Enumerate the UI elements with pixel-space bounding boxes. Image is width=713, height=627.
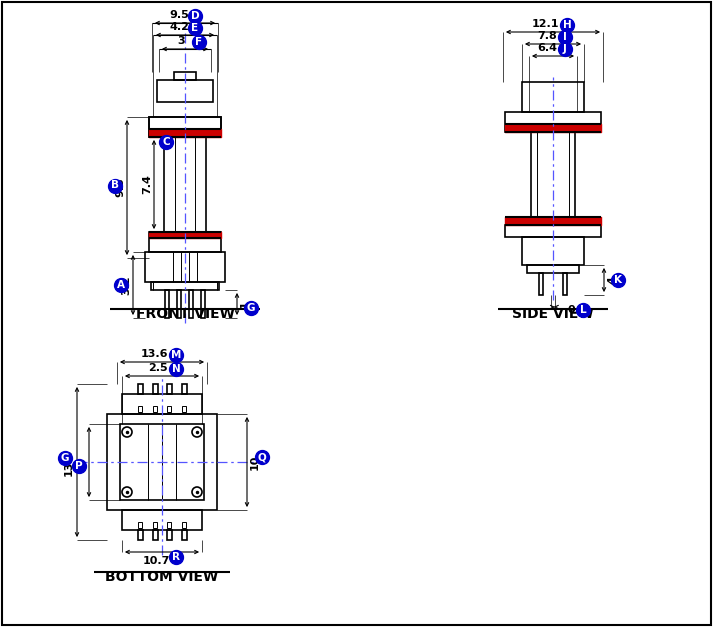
Bar: [120, 424, 204, 500]
Bar: [153, 384, 158, 394]
Text: P: P: [75, 461, 83, 471]
Text: 12.1: 12.1: [531, 19, 559, 29]
Bar: [539, 273, 543, 295]
Text: G: G: [61, 453, 69, 463]
Text: N: N: [172, 364, 180, 374]
Text: 7.4: 7.4: [142, 174, 152, 194]
Bar: [122, 394, 202, 414]
Bar: [174, 72, 196, 80]
Text: 13.6: 13.6: [140, 349, 168, 359]
Bar: [167, 522, 171, 528]
Text: 9.5: 9.5: [169, 10, 189, 20]
Text: R: R: [172, 552, 180, 562]
Text: 2.5: 2.5: [148, 363, 168, 373]
Text: 10: 10: [250, 455, 260, 470]
Bar: [522, 237, 584, 265]
Text: G: G: [247, 303, 255, 313]
Text: C: C: [162, 137, 170, 147]
Text: 3: 3: [178, 36, 185, 46]
Bar: [522, 82, 584, 112]
Bar: [122, 510, 202, 530]
Text: K: K: [614, 275, 622, 285]
Text: 6.4: 6.4: [537, 43, 557, 53]
Text: 1: 1: [240, 300, 250, 308]
Bar: [138, 384, 143, 394]
Bar: [145, 252, 225, 282]
Text: 0.7: 0.7: [567, 305, 587, 315]
Text: BOTTOM VIEW: BOTTOM VIEW: [106, 570, 219, 584]
Bar: [149, 117, 221, 137]
Text: 4: 4: [607, 276, 617, 284]
Text: B: B: [111, 181, 119, 191]
Bar: [151, 282, 219, 290]
Bar: [138, 406, 142, 412]
Text: E: E: [191, 23, 198, 33]
Text: D: D: [190, 11, 200, 21]
Text: I: I: [563, 32, 567, 42]
Bar: [164, 137, 206, 232]
Bar: [153, 530, 158, 540]
Text: 9.3: 9.3: [115, 177, 125, 198]
Bar: [182, 384, 187, 394]
Text: 8: 8: [76, 458, 86, 466]
Bar: [157, 80, 213, 102]
Text: F: F: [195, 37, 202, 47]
Bar: [149, 117, 221, 137]
Text: Q: Q: [257, 452, 267, 462]
Bar: [153, 406, 157, 412]
Bar: [167, 406, 171, 412]
Bar: [167, 530, 172, 540]
Text: 13.5: 13.5: [64, 448, 74, 476]
Text: 3.2: 3.2: [121, 275, 131, 295]
Bar: [527, 265, 579, 273]
Bar: [149, 232, 221, 252]
Bar: [531, 132, 575, 217]
Bar: [138, 530, 143, 540]
Bar: [182, 406, 186, 412]
Bar: [201, 290, 205, 318]
Text: M: M: [171, 350, 181, 360]
Text: H: H: [563, 20, 571, 30]
Bar: [182, 522, 186, 528]
Bar: [505, 112, 601, 132]
Bar: [189, 290, 193, 318]
Text: A: A: [117, 280, 125, 290]
Text: 10.7: 10.7: [143, 556, 170, 566]
Text: 7.8: 7.8: [537, 31, 557, 41]
Text: SIDE VIEW: SIDE VIEW: [512, 307, 594, 321]
Bar: [563, 273, 567, 295]
Text: 4.2: 4.2: [169, 22, 189, 32]
Bar: [165, 290, 169, 318]
Text: J: J: [563, 44, 567, 54]
Bar: [107, 414, 217, 510]
Bar: [505, 225, 601, 237]
Text: L: L: [580, 305, 586, 315]
Bar: [167, 384, 172, 394]
Bar: [182, 530, 187, 540]
Bar: [138, 522, 142, 528]
Text: FRONT VIEW: FRONT VIEW: [135, 307, 235, 321]
Bar: [177, 290, 181, 318]
Bar: [153, 522, 157, 528]
